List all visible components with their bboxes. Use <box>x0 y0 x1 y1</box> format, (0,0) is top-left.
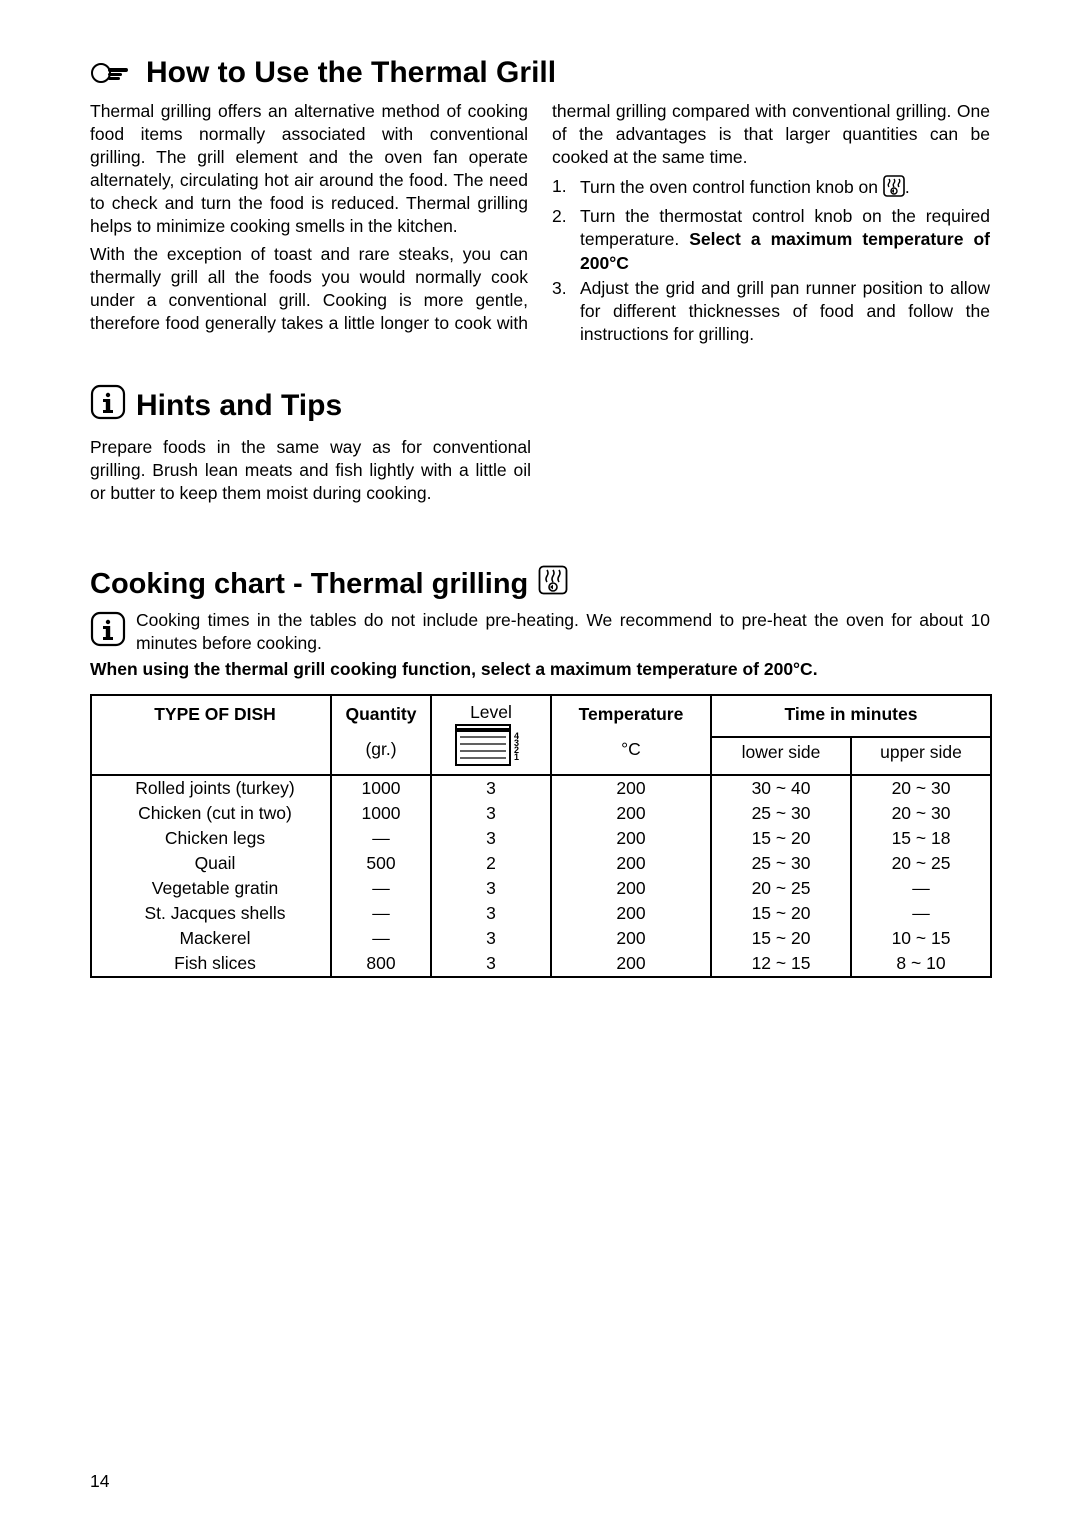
cell-upper: 20 ~ 30 <box>851 775 991 801</box>
table-row: Vegetable gratin — 3 200 20 ~ 25 — <box>91 876 991 901</box>
step-3-text: Adjust the grid and grill pan runner pos… <box>580 277 990 346</box>
cell-dish: St. Jacques shells <box>91 901 331 926</box>
cell-qty: — <box>331 876 431 901</box>
th-dish: TYPE OF DISH <box>91 695 331 775</box>
cell-lower: 12 ~ 15 <box>711 951 851 977</box>
th-level: Level 4 3 2 <box>431 695 551 775</box>
section-how-to-title: How to Use the Thermal Grill <box>90 56 990 90</box>
th-qty-unit: (gr.) <box>331 737 431 776</box>
cell-level: 2 <box>431 851 551 876</box>
chart-info-row: Cooking times in the tables do not inclu… <box>90 609 990 655</box>
th-temp: Temperature <box>551 695 711 736</box>
cell-temp: 200 <box>551 826 711 851</box>
cell-level: 3 <box>431 826 551 851</box>
th-time: Time in minutes <box>711 695 991 736</box>
cell-upper: — <box>851 901 991 926</box>
table-row: Rolled joints (turkey) 1000 3 200 30 ~ 4… <box>91 775 991 801</box>
cell-temp: 200 <box>551 951 711 977</box>
para-1: Thermal grilling offers an alternative m… <box>90 100 528 239</box>
cell-temp: 200 <box>551 851 711 876</box>
table-row: Chicken legs — 3 200 15 ~ 20 15 ~ 18 <box>91 826 991 851</box>
chart-title: Cooking chart - Thermal grilling <box>90 565 990 603</box>
cell-lower: 30 ~ 40 <box>711 775 851 801</box>
th-lower: lower side <box>711 737 851 776</box>
cell-qty: — <box>331 826 431 851</box>
cell-qty: — <box>331 901 431 926</box>
cell-upper: 15 ~ 18 <box>851 826 991 851</box>
hints-title-text: Hints and Tips <box>136 389 342 423</box>
cell-temp: 200 <box>551 801 711 826</box>
cell-temp: 200 <box>551 901 711 926</box>
cooking-table-body: Rolled joints (turkey) 1000 3 200 30 ~ 4… <box>91 775 991 977</box>
hints-body-text: Prepare foods in the same way as for con… <box>90 436 531 505</box>
cell-dish: Quail <box>91 851 331 876</box>
cell-dish: Vegetable gratin <box>91 876 331 901</box>
step-1: Turn the oven control function knob on . <box>552 175 990 203</box>
hand-pointing-icon <box>90 58 134 88</box>
page: How to Use the Thermal Grill Thermal gri… <box>0 0 1080 1528</box>
thermal-grill-icon <box>538 565 568 603</box>
table-row: Chicken (cut in two) 1000 3 200 25 ~ 30 … <box>91 801 991 826</box>
cell-qty: 1000 <box>331 801 431 826</box>
cell-dish: Mackerel <box>91 926 331 951</box>
step-3: Adjust the grid and grill pan runner pos… <box>552 277 990 346</box>
step-1-post: . <box>905 177 910 197</box>
table-row: Mackerel — 3 200 15 ~ 20 10 ~ 15 <box>91 926 991 951</box>
steps-list: Turn the oven control function knob on . <box>552 175 990 346</box>
cell-dish: Fish slices <box>91 951 331 977</box>
cell-qty: 500 <box>331 851 431 876</box>
cell-lower: 25 ~ 30 <box>711 851 851 876</box>
cell-upper: 10 ~ 15 <box>851 926 991 951</box>
hints-body-wrap: Prepare foods in the same way as for con… <box>90 436 531 505</box>
cooking-table: TYPE OF DISH Quantity Level <box>90 694 992 978</box>
info-icon <box>90 611 126 652</box>
cell-level: 3 <box>431 951 551 977</box>
cooking-chart-section: Cooking chart - Thermal grilling <box>90 565 990 978</box>
cell-lower: 15 ~ 20 <box>711 901 851 926</box>
cell-level: 3 <box>431 801 551 826</box>
cell-temp: 200 <box>551 926 711 951</box>
table-row: St. Jacques shells — 3 200 15 ~ 20 — <box>91 901 991 926</box>
cell-dish: Rolled joints (turkey) <box>91 775 331 801</box>
step-2: Turn the thermostat control knob on the … <box>552 205 990 274</box>
hints-title: Hints and Tips <box>90 384 990 428</box>
cell-qty: — <box>331 926 431 951</box>
cell-level: 3 <box>431 901 551 926</box>
cell-lower: 25 ~ 30 <box>711 801 851 826</box>
section-title-text: How to Use the Thermal Grill <box>146 56 556 90</box>
th-qty: Quantity <box>331 695 431 736</box>
cell-level: 3 <box>431 926 551 951</box>
cell-level: 3 <box>431 876 551 901</box>
chart-info-text: Cooking times in the tables do not inclu… <box>136 609 990 655</box>
oven-level-icon: 4 3 2 1 <box>454 723 528 772</box>
cell-qty: 1000 <box>331 775 431 801</box>
cell-temp: 200 <box>551 876 711 901</box>
table-row: Fish slices 800 3 200 12 ~ 15 8 ~ 10 <box>91 951 991 977</box>
cell-dish: Chicken legs <box>91 826 331 851</box>
svg-text:1: 1 <box>514 752 519 762</box>
hints-section: Hints and Tips Prepare foods in the same… <box>90 384 990 505</box>
cell-upper: 8 ~ 10 <box>851 951 991 977</box>
cell-upper: — <box>851 876 991 901</box>
page-number: 14 <box>90 1471 109 1492</box>
th-upper: upper side <box>851 737 991 776</box>
table-row: Quail 500 2 200 25 ~ 30 20 ~ 25 <box>91 851 991 876</box>
cell-qty: 800 <box>331 951 431 977</box>
cell-lower: 15 ~ 20 <box>711 926 851 951</box>
cell-upper: 20 ~ 25 <box>851 851 991 876</box>
chart-title-text: Cooking chart - Thermal grilling <box>90 568 528 601</box>
cell-level: 3 <box>431 775 551 801</box>
cell-upper: 20 ~ 30 <box>851 801 991 826</box>
cell-dish: Chicken (cut in two) <box>91 801 331 826</box>
info-icon <box>90 384 126 428</box>
cell-lower: 20 ~ 25 <box>711 876 851 901</box>
step-1-pre: Turn the oven control function knob on <box>580 177 883 197</box>
cell-lower: 15 ~ 20 <box>711 826 851 851</box>
th-level-text: Level <box>438 702 544 723</box>
chart-bold-note: When using the thermal grill cooking fun… <box>90 659 990 680</box>
section-how-to-body: Thermal grilling offers an alternative m… <box>90 100 990 346</box>
th-temp-unit: °C <box>551 737 711 776</box>
cell-temp: 200 <box>551 775 711 801</box>
thermal-grill-icon <box>883 175 905 203</box>
